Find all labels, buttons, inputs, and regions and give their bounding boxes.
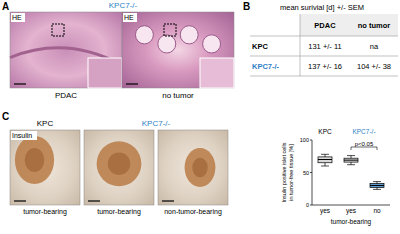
islet-core (108, 153, 130, 176)
y-axis-label: in tumor-free tissue [%] (288, 144, 294, 201)
figure: A KPC7-/- HE PDAC HE no tumor Bmean surivial [… (0, 0, 400, 234)
x-tick-label: no (373, 207, 381, 214)
whisker-cap (373, 181, 381, 182)
col-rule (300, 14, 301, 76)
image-caption: tumor-bearing (23, 208, 67, 216)
box (344, 158, 358, 162)
marks (318, 154, 384, 189)
scale-bar (88, 200, 100, 201)
inset (88, 58, 122, 88)
acinus (180, 26, 198, 44)
frame (84, 130, 154, 205)
whisker-cap (373, 189, 381, 190)
zoom-box (164, 24, 176, 36)
stain-label: HE (12, 14, 22, 21)
box (318, 157, 332, 163)
x-tick-label: yes (320, 207, 331, 215)
row-header: KPC (252, 42, 268, 51)
y-tick-label: 0 (306, 202, 309, 208)
scale-bar (162, 200, 174, 201)
frame (10, 12, 122, 88)
micrograph (158, 130, 228, 205)
median (370, 185, 384, 186)
frame (158, 130, 228, 205)
tissue (10, 130, 80, 205)
image-caption: non-tumor-bearing (164, 208, 222, 216)
stain-label: HE (124, 14, 134, 21)
tissue (10, 12, 122, 88)
stain-label: Insulin (12, 132, 32, 139)
row-rule (250, 76, 398, 77)
tissue (122, 12, 234, 88)
row-rule (250, 36, 398, 37)
stain-box (11, 131, 37, 140)
micrograph (84, 130, 154, 205)
row-rule (250, 56, 398, 57)
image-caption: tumor-bearing (97, 208, 141, 216)
x-tick-label: yes (346, 207, 357, 215)
frame (122, 12, 234, 88)
image-caption: PDAC (55, 91, 77, 100)
header: PDAC (314, 21, 336, 30)
y-tick-label: 100 (300, 137, 309, 143)
median (344, 160, 358, 161)
y-tick-label: 50 (303, 170, 309, 176)
islet (185, 148, 216, 187)
box (370, 184, 384, 188)
panel-label: B (243, 1, 250, 12)
cell: 131 +/- 11 (308, 42, 341, 51)
group-label: KPC7-/- (352, 128, 375, 135)
whisker-cap (347, 164, 355, 165)
y-tick (310, 140, 312, 141)
acinus (203, 35, 221, 53)
image-caption: no tumor (162, 91, 194, 100)
group-label: KPC (37, 119, 54, 128)
header: no tumor (358, 21, 391, 30)
x-axis (312, 205, 390, 206)
y-axis-label: Insulin positive islet cells (281, 142, 287, 202)
cell: 104 +/- 38 (357, 62, 391, 71)
zoom-box (52, 24, 64, 36)
annotation: p<0.05 (355, 141, 374, 147)
whisker-cap (347, 155, 355, 156)
islet (97, 141, 142, 186)
row-header: KPC7-/- (252, 62, 280, 71)
scale-bar (14, 83, 26, 84)
panel-title: KPC7-/- (109, 1, 138, 10)
scale-bar (14, 200, 26, 201)
panel-label: A (2, 1, 9, 12)
scale-bar (126, 83, 138, 84)
micrograph (10, 12, 122, 88)
acinus (135, 26, 153, 44)
frame (10, 130, 80, 205)
cell: na (370, 42, 379, 51)
whisker-cap (321, 154, 329, 155)
x-axis-label: tumor-bearing (331, 218, 372, 226)
islet-core (192, 158, 207, 178)
tissue (84, 130, 154, 205)
significance-bracket (351, 147, 377, 150)
islet-core (25, 148, 45, 172)
table: PDAC no tumor KPC 131 +/- 11 na KPC7-/- 137 +/… (250, 14, 398, 76)
y-tick (310, 205, 312, 206)
box-chart: 0 50 100 Insulin positive islet cellsin tum… (281, 128, 390, 226)
micrograph (122, 12, 234, 88)
whisker-cap (321, 166, 329, 167)
y-tick (310, 172, 312, 173)
stain-box (11, 13, 25, 22)
tissue (158, 130, 228, 205)
table-title: mean surivial [d] +/- SEM (280, 3, 364, 12)
median (318, 159, 332, 160)
group-label: KPC (318, 128, 332, 135)
micrograph (10, 130, 80, 205)
cell: 137 +/- 16 (308, 62, 342, 71)
islet (15, 136, 54, 184)
header-cell (300, 14, 398, 36)
stain-box (123, 13, 137, 22)
inset (200, 58, 234, 88)
panel-label: C (2, 111, 9, 122)
group-label: KPC7-/- (142, 119, 171, 128)
acinus (158, 35, 176, 53)
